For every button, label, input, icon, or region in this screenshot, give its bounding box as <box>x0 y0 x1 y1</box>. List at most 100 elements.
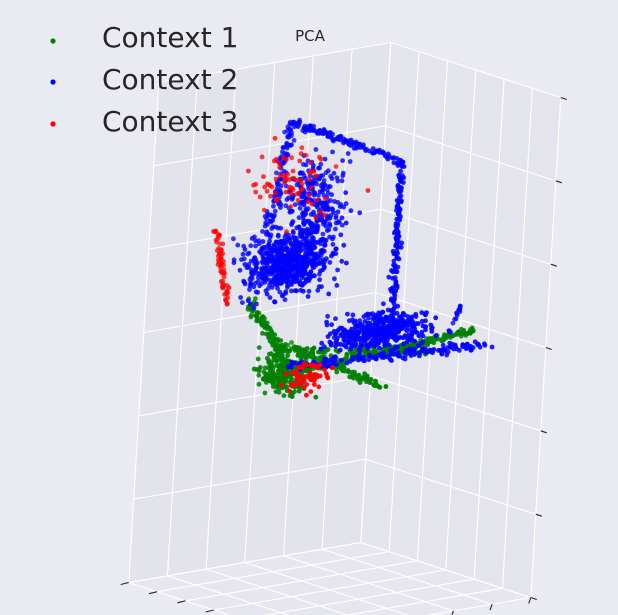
scatter-point-context-2 <box>321 183 327 188</box>
scatter-point-context-2 <box>312 190 317 196</box>
scatter-point-context-3 <box>308 389 314 394</box>
scatter-point-context-1 <box>266 335 271 340</box>
scatter-point-context-2 <box>320 173 325 178</box>
scatter-point-context-2 <box>286 272 292 278</box>
scatter-point-context-1 <box>344 351 350 357</box>
scatter-point-context-2 <box>327 215 333 221</box>
grid-line <box>360 541 531 599</box>
scatter-point-context-2 <box>247 287 252 292</box>
grid-line <box>156 551 390 593</box>
scatter-point-context-2 <box>292 202 298 208</box>
scatter-point-context-2 <box>343 329 348 334</box>
scatter-point-context-3 <box>283 371 289 377</box>
scatter-point-context-2 <box>247 283 253 289</box>
chart-title: PCA <box>295 27 326 45</box>
scatter-point-context-2 <box>389 308 395 313</box>
grid-line <box>128 541 361 584</box>
y-axis-tick <box>205 609 214 613</box>
scatter-point-context-1 <box>269 330 275 336</box>
scatter-point-context-2 <box>299 239 304 245</box>
scatter-point-context-3 <box>296 190 302 196</box>
scatter-point-context-2 <box>320 200 326 206</box>
scatter-point-context-3 <box>365 188 371 193</box>
scatter-point-context-2 <box>422 346 428 352</box>
floor-pane <box>128 542 531 615</box>
scatter-point-context-1 <box>287 393 293 399</box>
scatter-point-context-2 <box>272 265 278 271</box>
scatter-point-context-1 <box>291 346 297 352</box>
scatter-point-context-2 <box>361 327 366 333</box>
scatter-point-context-2 <box>257 283 262 289</box>
scatter-point-context-2 <box>338 333 344 338</box>
scatter-point-context-1 <box>256 366 262 372</box>
scatter-point-context-3 <box>309 169 314 175</box>
scatter-point-context-2 <box>375 339 380 345</box>
scatter-point-context-1 <box>272 336 278 342</box>
scatter-point-context-2 <box>314 129 320 135</box>
scatter-point-context-2 <box>260 254 266 260</box>
scatter-point-context-2 <box>357 318 363 324</box>
scatter-point-context-1 <box>270 380 275 385</box>
scatter-point-context-2 <box>278 183 284 189</box>
scatter-point-context-2 <box>301 222 307 227</box>
scatter-point-context-1 <box>351 351 356 357</box>
scatter-point-context-2 <box>332 199 337 204</box>
scatter-point-context-2 <box>305 294 311 299</box>
scatter-point-context-1 <box>276 369 282 375</box>
scatter-point-context-2 <box>292 288 298 294</box>
scatter-point-context-2 <box>260 265 266 271</box>
z-axis-tick <box>535 513 542 517</box>
scatter-point-context-2 <box>381 301 386 307</box>
scatter-point-context-2 <box>278 277 284 283</box>
scatter-point-context-2 <box>306 218 312 224</box>
scatter-point-context-2 <box>278 272 284 278</box>
scatter-point-context-2 <box>424 310 429 315</box>
scatter-point-context-3 <box>299 187 304 193</box>
scatter-point-context-2 <box>289 359 295 365</box>
scatter-point-context-3 <box>308 185 314 191</box>
scatter-point-context-2 <box>283 203 289 209</box>
scatter-point-context-2 <box>408 327 413 333</box>
scatter-point-context-2 <box>238 295 244 300</box>
scatter-point-context-1 <box>310 351 316 357</box>
scatter-point-context-3 <box>287 177 292 182</box>
scatter-point-context-2 <box>378 319 384 325</box>
scatter-point-context-3 <box>216 232 222 238</box>
scatter-point-context-2 <box>255 275 261 281</box>
scatter-point-context-3 <box>220 284 225 290</box>
scatter-point-context-2 <box>335 341 341 347</box>
scatter-point-context-1 <box>285 353 291 358</box>
scatter-point-context-2 <box>271 203 276 209</box>
scatter-point-context-2 <box>299 229 305 235</box>
scatter-point-context-2 <box>460 344 465 349</box>
scatter-point-context-2 <box>345 339 351 345</box>
scatter-point-context-2 <box>364 336 370 342</box>
scatter-point-context-2 <box>276 267 282 273</box>
scatter-point-context-2 <box>289 282 294 287</box>
scatter-point-context-2 <box>292 263 298 269</box>
scatter-point-context-3 <box>273 190 278 196</box>
scatter-point-context-1 <box>289 340 294 345</box>
scatter-point-context-2 <box>272 208 278 214</box>
scatter-point-context-3 <box>299 145 305 151</box>
scatter-point-context-3 <box>289 155 294 161</box>
scatter-point-context-3 <box>225 290 231 296</box>
scatter-point-context-2 <box>327 206 332 212</box>
scatter-point-context-2 <box>340 158 345 164</box>
legend-label-context-3: Context 3 <box>102 105 238 138</box>
scatter-point-context-1 <box>256 372 262 378</box>
scatter-point-context-3 <box>306 192 312 198</box>
scatter-point-context-1 <box>265 375 271 381</box>
legend-label-context-1: Context 1 <box>102 21 238 54</box>
scatter-point-context-2 <box>272 213 277 218</box>
scatter-point-context-1 <box>350 369 355 375</box>
scatter-point-context-2 <box>475 341 480 347</box>
scatter-point-context-2 <box>327 221 332 227</box>
scatter-point-context-2 <box>333 354 338 360</box>
scatter-point-context-3 <box>300 365 306 371</box>
scatter-point-context-3 <box>220 251 226 256</box>
scatter-point-context-1 <box>454 331 460 336</box>
scatter-point-context-2 <box>290 219 296 224</box>
scatter-point-context-2 <box>277 289 283 295</box>
scatter-point-context-2 <box>322 156 328 162</box>
